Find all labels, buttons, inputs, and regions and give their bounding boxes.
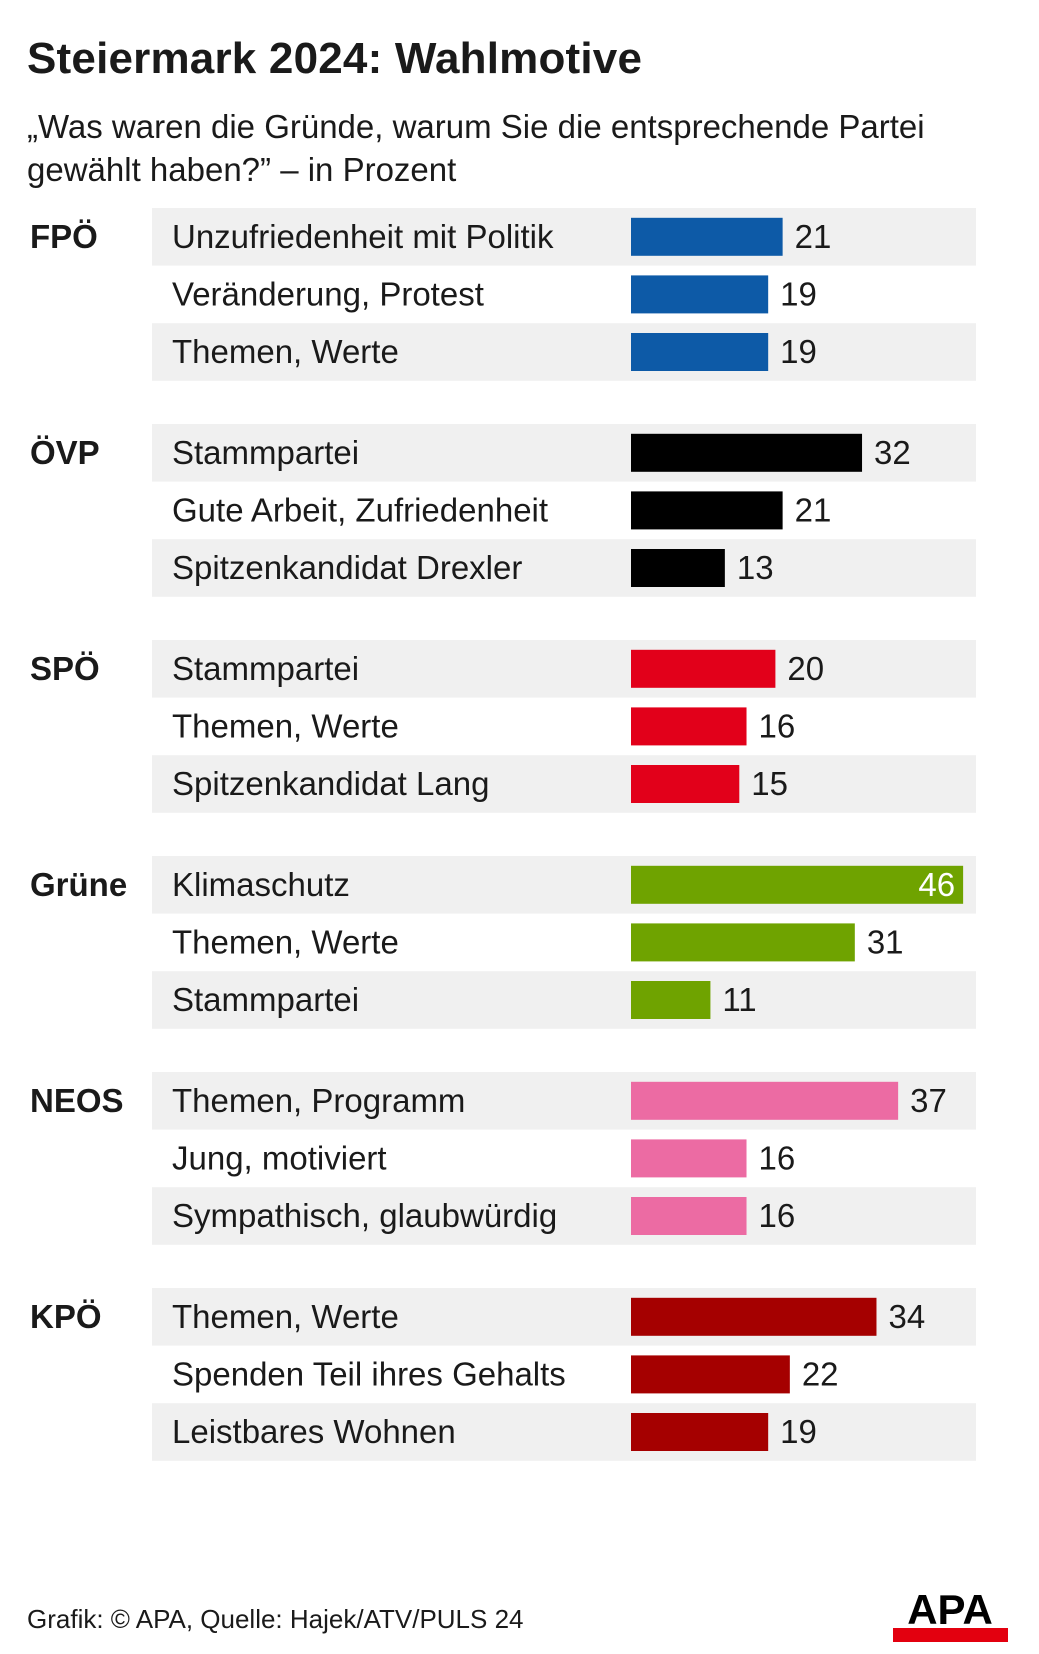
bar bbox=[631, 217, 783, 256]
data-label: 32 bbox=[874, 434, 911, 471]
bar bbox=[631, 865, 964, 904]
bar-label: Spitzenkandidat Lang bbox=[172, 765, 489, 802]
bar-label: Stammpartei bbox=[172, 981, 359, 1018]
party-label: SPÖ bbox=[30, 650, 100, 687]
apa-logo: APA bbox=[893, 1586, 1008, 1642]
bar-label: Jung, motiviert bbox=[172, 1139, 387, 1176]
data-label: 13 bbox=[737, 549, 774, 586]
bar-label: Spitzenkandidat Drexler bbox=[172, 549, 522, 586]
bar-label: Leistbares Wohnen bbox=[172, 1413, 456, 1450]
row-shading bbox=[152, 1187, 976, 1245]
row-shading bbox=[152, 208, 976, 266]
bar bbox=[631, 1355, 790, 1394]
bar-label: Gute Arbeit, Zufriedenheit bbox=[172, 491, 548, 528]
bar bbox=[631, 1197, 747, 1235]
bar-chart: Unzufriedenheit mit Politik 21 Veränderung… bbox=[30, 208, 976, 1461]
bar bbox=[631, 981, 711, 1019]
bar-label: Klimaschutz bbox=[172, 866, 350, 903]
row-shading bbox=[152, 640, 976, 698]
party-label: FPÖ bbox=[30, 218, 98, 255]
bar bbox=[631, 765, 740, 803]
data-label: 19 bbox=[780, 1413, 817, 1450]
party-label: Grüne bbox=[30, 866, 127, 903]
row-shading bbox=[152, 323, 976, 381]
bar-label: Themen, Werte bbox=[172, 1298, 399, 1335]
data-label: 19 bbox=[780, 275, 817, 312]
bar bbox=[631, 1139, 747, 1178]
bar-label: Stammpartei bbox=[172, 434, 359, 471]
row-shading bbox=[152, 971, 976, 1029]
row-shading bbox=[152, 539, 976, 597]
bar-label: Unzufriedenheit mit Politik bbox=[172, 218, 554, 255]
apa-logo-text: APA bbox=[907, 1586, 993, 1633]
data-label: 21 bbox=[795, 218, 832, 255]
row-shading bbox=[152, 1403, 976, 1461]
bar-label: Themen, Werte bbox=[172, 707, 399, 744]
data-label: 21 bbox=[795, 491, 832, 528]
bar bbox=[631, 707, 747, 746]
bar bbox=[631, 1297, 877, 1336]
bar bbox=[631, 1413, 769, 1451]
data-label: 20 bbox=[787, 650, 824, 687]
party-label: NEOS bbox=[30, 1082, 124, 1119]
bar-label: Sympathisch, glaubwürdig bbox=[172, 1197, 557, 1234]
source-credit: Grafik: © APA, Quelle: Hajek/ATV/PULS 24 bbox=[27, 1604, 524, 1634]
data-label: 37 bbox=[910, 1082, 947, 1119]
data-label: 19 bbox=[780, 333, 817, 370]
chart-title: Steiermark 2024: Wahlmotive bbox=[27, 34, 643, 83]
bar-label: Veränderung, Protest bbox=[172, 275, 484, 312]
bar bbox=[631, 549, 725, 587]
data-label: 22 bbox=[802, 1355, 839, 1392]
bar-label: Themen, Programm bbox=[172, 1082, 465, 1119]
chart-subtitle: „Was waren die Gründe, warum Sie die ent… bbox=[27, 108, 925, 188]
data-label: 15 bbox=[751, 765, 788, 802]
row-shading bbox=[152, 755, 976, 813]
bar-label: Stammpartei bbox=[172, 650, 359, 687]
bar-label: Spenden Teil ihres Gehalts bbox=[172, 1355, 566, 1392]
data-label: 16 bbox=[759, 707, 796, 744]
data-label: 11 bbox=[722, 981, 756, 1018]
apa-logo-bar bbox=[893, 1628, 1008, 1642]
bar bbox=[631, 333, 769, 371]
party-label: KPÖ bbox=[30, 1298, 102, 1335]
data-label: 31 bbox=[867, 923, 904, 960]
bar-label: Themen, Werte bbox=[172, 923, 399, 960]
bar bbox=[631, 1081, 899, 1120]
bar bbox=[631, 649, 776, 688]
data-label: 16 bbox=[759, 1197, 796, 1234]
bar bbox=[631, 433, 863, 472]
party-label: ÖVP bbox=[30, 434, 100, 471]
bar-label: Themen, Werte bbox=[172, 333, 399, 370]
bar bbox=[631, 275, 769, 314]
data-label: 46 bbox=[918, 866, 955, 903]
bar bbox=[631, 491, 783, 530]
bar bbox=[631, 923, 855, 962]
data-label: 34 bbox=[888, 1298, 925, 1335]
data-label: 16 bbox=[759, 1139, 796, 1176]
